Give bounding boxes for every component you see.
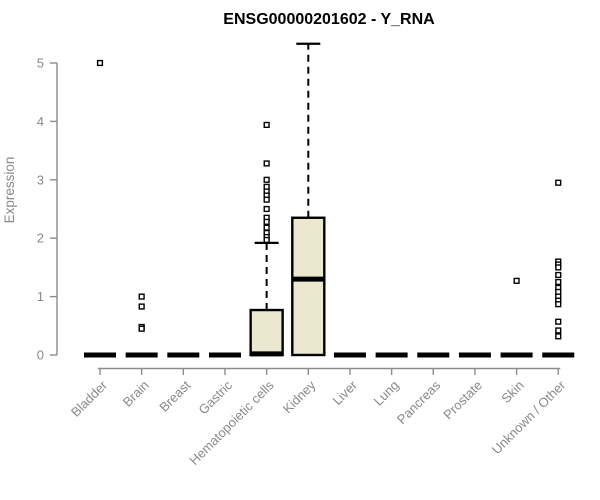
outlier-point — [263, 160, 270, 167]
y-axis-tick-label: 4 — [37, 114, 44, 129]
y-axis-tick-label: 1 — [37, 289, 44, 304]
chart-title: ENSG00000201602 - Y_RNA — [223, 11, 435, 28]
collapsed-box — [500, 352, 533, 358]
x-axis-tick-label: Lung — [371, 378, 402, 409]
collapsed-box — [125, 352, 158, 358]
outlier-point — [555, 333, 562, 340]
outlier-point — [555, 327, 562, 334]
outlier-point — [555, 179, 562, 186]
collapsed-box — [542, 352, 575, 358]
outlier-point — [513, 277, 520, 284]
outlier-point — [263, 196, 270, 203]
y-axis-tick-label: 5 — [37, 56, 44, 71]
x-axis-tick-label: Prostate — [440, 378, 485, 423]
x-axis-tick-label: Brain — [120, 378, 152, 410]
outlier-point — [555, 271, 562, 279]
x-axis-tick-label: Gastric — [195, 377, 235, 417]
box — [249, 308, 284, 357]
outlier-point — [138, 293, 145, 300]
collapsed-box — [375, 352, 408, 358]
outlier-point — [263, 224, 270, 231]
outlier-point — [263, 205, 270, 213]
x-axis-tick-label: Liver — [330, 377, 361, 408]
outlier-point — [555, 318, 562, 325]
outlier-point — [263, 218, 270, 225]
outlier-point — [96, 59, 104, 67]
y-axis-title: Expression — [2, 157, 17, 224]
outlier-point — [555, 264, 562, 271]
outlier-point — [263, 121, 270, 129]
collapsed-box — [84, 352, 116, 358]
outlier-point — [138, 303, 145, 310]
collapsed-box — [167, 352, 200, 358]
collapsed-box — [458, 352, 491, 358]
y-axis-tick-label: 2 — [37, 231, 44, 246]
x-axis-tick-label: Unknown / Other — [489, 377, 569, 457]
outlier-point — [263, 236, 270, 244]
collapsed-box — [417, 352, 450, 358]
y-axis-tick-label: 3 — [37, 172, 44, 187]
x-axis-tick-label: Breast — [156, 377, 193, 414]
collapsed-box — [208, 352, 241, 358]
x-axis-tick-label: Pancreas — [394, 377, 444, 427]
x-axis-tick-label: Bladder — [68, 377, 111, 420]
y-axis-tick-label: 0 — [37, 348, 44, 363]
outlier-point — [555, 301, 562, 308]
collapsed-box — [333, 352, 366, 358]
x-axis-tick-label: Kidney — [280, 377, 319, 416]
outlier-point — [138, 325, 145, 332]
outlier-point — [555, 278, 562, 286]
x-axis-tick-label: Skin — [498, 378, 526, 406]
box — [291, 216, 326, 357]
outlier-point — [263, 176, 270, 183]
